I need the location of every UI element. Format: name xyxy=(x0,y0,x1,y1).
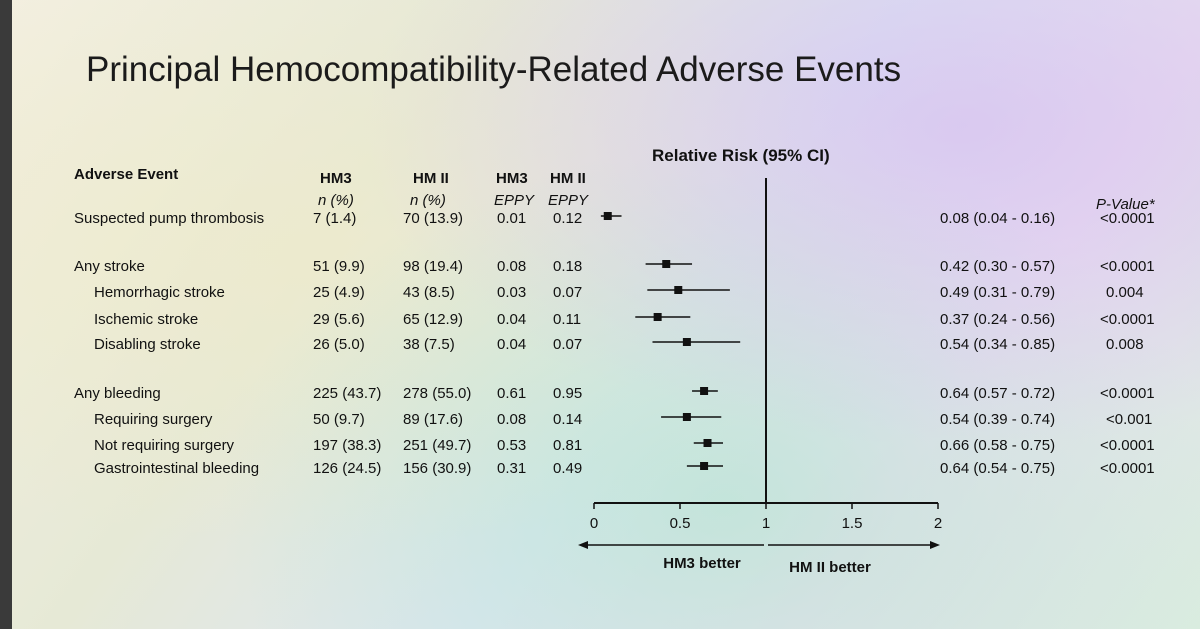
point-estimate xyxy=(682,413,691,421)
cell-hm2-eppy: 0.12 xyxy=(553,210,583,227)
cell-rr-ci: 0.66 (0.58 - 0.75) xyxy=(940,437,1056,454)
cell-hm2-eppy: 0.07 xyxy=(553,284,583,301)
cell-hm2-n: 156 (30.9) xyxy=(403,460,472,477)
cell-hm3-n: 29 (5.6) xyxy=(313,311,365,328)
cell-event: Ischemic stroke xyxy=(94,311,199,328)
cell-event: Hemorrhagic stroke xyxy=(94,284,225,301)
cell-rr-ci: 0.64 (0.57 - 0.72) xyxy=(940,385,1056,402)
cell-hm3-eppy: 0.53 xyxy=(497,437,527,454)
cell-hm3-n: 51 (9.9) xyxy=(313,258,365,275)
cell-hm2-n: 43 (8.5) xyxy=(403,284,455,301)
cell-hm3-n: 126 (24.5) xyxy=(313,460,382,477)
cell-rr-ci: 0.54 (0.39 - 0.74) xyxy=(940,411,1056,428)
cell-hm2-n: 98 (19.4) xyxy=(403,258,464,275)
cell-hm2-eppy: 0.81 xyxy=(553,437,583,454)
cell-hm3-eppy: 0.08 xyxy=(497,258,527,275)
forest-plot-title: Relative Risk (95% CI) xyxy=(652,146,830,165)
x-tick-label: 0.5 xyxy=(670,515,691,532)
cell-rr-ci: 0.54 (0.34 - 0.85) xyxy=(940,336,1056,353)
point-estimate xyxy=(603,212,612,220)
forest-plot: 0 0.5 1 1.5 2 HM3 better HM II better xyxy=(578,178,942,576)
cell-hm3-n: 50 (9.7) xyxy=(313,411,365,428)
right-direction-label: HM II better xyxy=(789,559,871,576)
point-estimate xyxy=(682,338,691,346)
cell-hm2-n: 89 (17.6) xyxy=(403,411,464,428)
cell-pvalue: 0.004 xyxy=(1106,284,1144,301)
cell-hm2-eppy: 0.49 xyxy=(553,460,583,477)
cell-hm2-n: 251 (49.7) xyxy=(403,437,472,454)
right-arrow-head xyxy=(930,541,940,549)
col-header-pvalue: P-Value* xyxy=(1096,196,1155,213)
left-direction-label: HM3 better xyxy=(663,555,741,572)
cell-rr-ci: 0.37 (0.24 - 0.56) xyxy=(940,311,1056,328)
cell-hm3-n: 25 (4.9) xyxy=(313,284,365,301)
cell-rr-ci: 0.08 (0.04 - 0.16) xyxy=(940,210,1056,227)
cell-hm2-eppy: 0.07 xyxy=(553,336,583,353)
col-header-hm2-n-sub: n (%) xyxy=(410,192,446,209)
cell-pvalue: <0.001 xyxy=(1106,411,1153,428)
x-tick-label: 2 xyxy=(934,515,942,532)
cell-event: Not requiring surgery xyxy=(94,437,235,454)
col-header-event: Adverse Event xyxy=(74,166,179,183)
cell-hm2-eppy: 0.95 xyxy=(553,385,583,402)
cell-hm3-eppy: 0.08 xyxy=(497,411,527,428)
cell-pvalue: <0.0001 xyxy=(1100,437,1155,454)
cell-hm2-n: 278 (55.0) xyxy=(403,385,472,402)
x-tick-label: 1 xyxy=(762,515,770,532)
cell-hm2-eppy: 0.18 xyxy=(553,258,583,275)
cell-hm2-n: 65 (12.9) xyxy=(403,311,464,328)
cell-rr-ci: 0.49 (0.31 - 0.79) xyxy=(940,284,1056,301)
cell-pvalue: <0.0001 xyxy=(1100,210,1155,227)
cell-rr-ci: 0.64 (0.54 - 0.75) xyxy=(940,460,1056,477)
point-estimate xyxy=(653,313,662,321)
col-header-hm2-eppy-sub: EPPY xyxy=(548,192,589,209)
col-header-hm3-eppy-sub: EPPY xyxy=(494,192,535,209)
point-estimate xyxy=(703,439,712,447)
col-header-hm2-n: HM II xyxy=(413,170,449,187)
cell-hm3-eppy: 0.04 xyxy=(497,311,527,328)
cell-hm3-eppy: 0.04 xyxy=(497,336,527,353)
point-estimate xyxy=(662,260,671,268)
cell-event: Suspected pump thrombosis xyxy=(74,210,265,227)
x-tick-label: 0 xyxy=(590,515,598,532)
slide: Principal Hemocompatibility-Related Adve… xyxy=(12,0,1200,629)
cell-hm3-eppy: 0.03 xyxy=(497,284,527,301)
page-title: Principal Hemocompatibility-Related Adve… xyxy=(86,50,902,89)
cell-hm3-eppy: 0.31 xyxy=(497,460,527,477)
cell-hm2-eppy: 0.14 xyxy=(553,411,583,428)
cell-hm3-n: 7 (1.4) xyxy=(313,210,357,227)
col-header-hm3-n-sub: n (%) xyxy=(318,192,354,209)
col-header-hm3-eppy: HM3 xyxy=(496,170,528,187)
col-header-hm2-eppy: HM II xyxy=(550,170,586,187)
cell-hm2-n: 70 (13.9) xyxy=(403,210,464,227)
cell-hm2-n: 38 (7.5) xyxy=(403,336,455,353)
cell-hm3-n: 225 (43.7) xyxy=(313,385,382,402)
cell-pvalue: <0.0001 xyxy=(1100,311,1155,328)
point-estimate xyxy=(700,387,709,395)
cell-hm2-eppy: 0.11 xyxy=(553,311,582,328)
cell-hm3-eppy: 0.01 xyxy=(497,210,527,227)
left-arrow-head xyxy=(578,541,588,549)
col-header-hm3-n: HM3 xyxy=(320,170,352,187)
cell-event: Disabling stroke xyxy=(94,336,201,353)
cell-event: Gastrointestinal bleeding xyxy=(94,460,260,477)
cell-rr-ci: 0.42 (0.30 - 0.57) xyxy=(940,258,1056,275)
point-estimate xyxy=(700,462,709,470)
cell-event: Any stroke xyxy=(74,258,145,275)
cell-pvalue: <0.0001 xyxy=(1100,258,1155,275)
cell-pvalue: <0.0001 xyxy=(1100,385,1155,402)
point-estimate xyxy=(674,286,683,294)
cell-event: Any bleeding xyxy=(74,385,161,402)
cell-pvalue: <0.0001 xyxy=(1100,460,1155,477)
x-tick-label: 1.5 xyxy=(842,515,863,532)
cell-hm3-n: 26 (5.0) xyxy=(313,336,365,353)
cell-pvalue: 0.008 xyxy=(1106,336,1144,353)
cell-hm3-n: 197 (38.3) xyxy=(313,437,382,454)
cell-hm3-eppy: 0.61 xyxy=(497,385,527,402)
cell-event: Requiring surgery xyxy=(94,411,213,428)
